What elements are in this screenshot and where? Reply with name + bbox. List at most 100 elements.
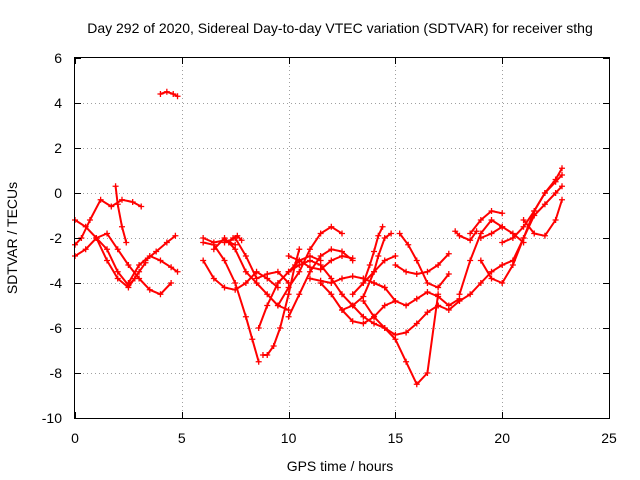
data-point <box>168 280 175 286</box>
y-tick-label: -8 <box>50 365 63 381</box>
data-point <box>136 262 143 268</box>
data-point <box>104 230 111 237</box>
data-point <box>277 325 284 331</box>
x-axis-label: GPS time / hours <box>287 458 394 474</box>
data-point <box>445 307 452 313</box>
grid-lines <box>75 58 609 418</box>
data-point <box>552 217 559 223</box>
data-point <box>174 268 181 275</box>
data-point <box>371 320 378 327</box>
series-line <box>212 237 290 311</box>
series-arc-12 <box>210 235 292 313</box>
data-point <box>381 302 388 309</box>
data-point <box>541 190 548 196</box>
data-point <box>125 280 132 286</box>
data-point <box>136 275 143 282</box>
data-point <box>375 253 382 259</box>
data-point <box>157 257 164 264</box>
data-point <box>232 246 239 253</box>
data-point <box>306 275 313 282</box>
data-point <box>520 217 527 223</box>
data-point <box>221 284 228 291</box>
data-point <box>349 318 356 325</box>
data-point <box>435 293 442 300</box>
data-point <box>456 232 463 239</box>
series-arc-36 <box>499 165 566 246</box>
series-arc-04 <box>93 230 175 298</box>
data-point <box>360 313 367 320</box>
data-point <box>413 320 420 327</box>
x-tick-label: 5 <box>178 430 186 446</box>
data-point <box>242 253 249 259</box>
series-line <box>202 259 279 291</box>
data-point <box>520 223 527 230</box>
data-point <box>366 262 373 268</box>
series-arc-32 <box>456 217 506 298</box>
axis-ticks <box>75 58 610 419</box>
data-point <box>114 246 121 253</box>
series-line <box>319 282 397 325</box>
data-point <box>509 262 516 268</box>
data-point <box>381 257 388 264</box>
data-point <box>86 217 93 223</box>
data-point <box>488 230 495 237</box>
data-point <box>477 257 484 264</box>
series-arc-19 <box>285 253 356 273</box>
data-point <box>381 284 388 291</box>
data-point <box>413 381 420 388</box>
data-point <box>274 268 281 275</box>
data-point <box>520 235 527 241</box>
data-point <box>163 239 170 246</box>
data-point <box>255 358 262 365</box>
series-arc-31 <box>435 183 566 313</box>
y-tick-labels: -10 -8 -6 -4 -2 0 2 4 6 <box>42 50 62 426</box>
series-line <box>362 300 440 336</box>
data-point <box>339 291 345 298</box>
series-arc-37 <box>520 196 566 239</box>
data-point <box>360 280 367 286</box>
data-point <box>306 246 313 253</box>
series-arc-05 <box>112 183 130 246</box>
series-arc-33 <box>467 208 506 237</box>
data-point <box>172 232 179 239</box>
data-point <box>328 257 335 264</box>
series-arc-29 <box>396 230 452 291</box>
data-point <box>403 358 410 365</box>
data-point <box>232 280 239 286</box>
data-point <box>221 257 228 264</box>
data-point <box>274 302 281 309</box>
data-point <box>435 302 442 309</box>
data-point <box>531 208 538 214</box>
data-point <box>371 313 378 320</box>
data-point <box>388 230 395 237</box>
data-point <box>125 262 132 268</box>
data-point <box>371 248 378 255</box>
data-point <box>445 271 452 277</box>
data-point <box>285 313 292 320</box>
data-point <box>118 196 125 203</box>
y-tick-label: 6 <box>54 50 62 66</box>
x-tick-label: 10 <box>281 430 297 446</box>
data-point <box>270 343 277 349</box>
data-point <box>499 280 506 286</box>
data-point <box>253 275 260 282</box>
data-point <box>403 329 410 336</box>
data-point <box>499 239 506 246</box>
data-point <box>123 239 130 246</box>
x-tick-label: 20 <box>494 430 510 446</box>
data-point <box>285 268 292 275</box>
data-point <box>499 223 506 230</box>
data-point <box>339 307 345 313</box>
data-point <box>552 190 559 196</box>
series-line <box>114 185 128 244</box>
data-point <box>392 253 399 259</box>
data-point <box>225 239 232 246</box>
data-point <box>306 257 313 264</box>
data-point <box>129 199 136 205</box>
data-point <box>264 291 271 298</box>
data-point <box>435 262 442 268</box>
data-point <box>230 235 237 241</box>
data-point <box>242 268 249 275</box>
data-point <box>200 235 207 241</box>
